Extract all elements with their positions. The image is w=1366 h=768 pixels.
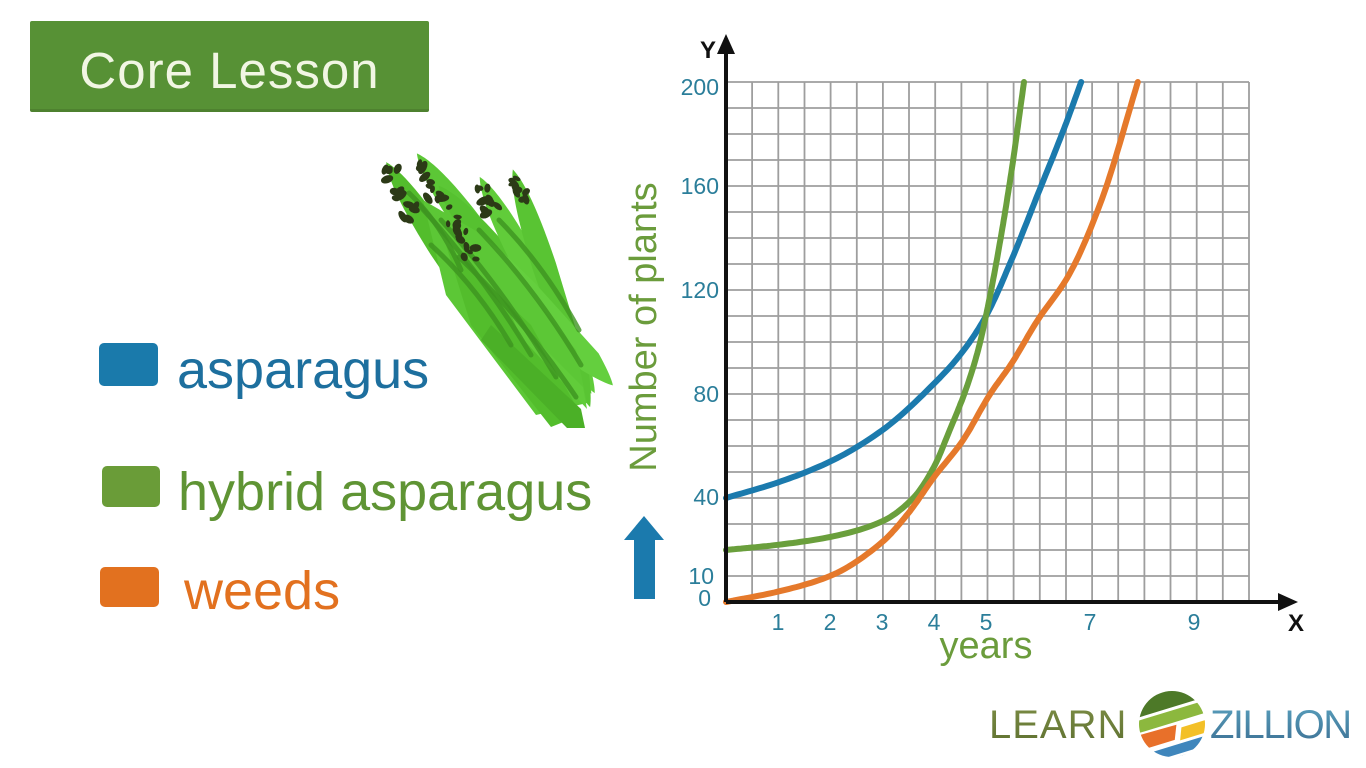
svg-text:LEARN: LEARN — [989, 703, 1127, 747]
svg-text:2: 2 — [824, 609, 837, 635]
svg-text:9: 9 — [1188, 609, 1201, 635]
svg-text:3: 3 — [876, 609, 889, 635]
svg-text:years: years — [940, 625, 1033, 667]
svg-text:Y: Y — [700, 37, 716, 64]
svg-text:4: 4 — [928, 609, 941, 635]
svg-text:120: 120 — [681, 277, 719, 303]
svg-text:160: 160 — [681, 173, 719, 199]
svg-text:0: 0 — [698, 585, 711, 611]
svg-text:10: 10 — [688, 563, 714, 589]
svg-text:200: 200 — [681, 74, 719, 100]
svg-text:1: 1 — [772, 609, 785, 635]
svg-text:Number of plants: Number of plants — [623, 182, 665, 471]
svg-text:ZILLION: ZILLION — [1210, 703, 1351, 747]
svg-text:80: 80 — [693, 381, 719, 407]
svg-text:40: 40 — [693, 484, 719, 510]
svg-text:X: X — [1288, 610, 1304, 637]
svg-text:5: 5 — [980, 609, 993, 635]
svg-text:7: 7 — [1084, 609, 1097, 635]
